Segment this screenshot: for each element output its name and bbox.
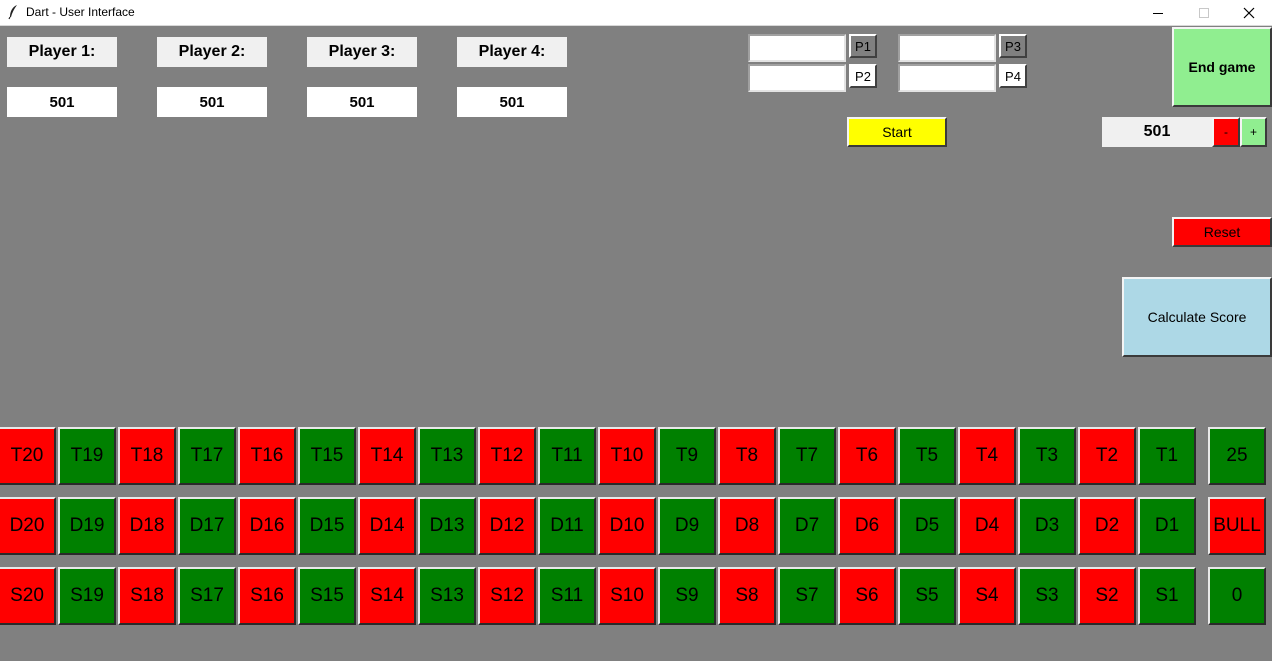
triple-t9-button[interactable]: T9 (658, 427, 716, 485)
single-s2-button[interactable]: S2 (1078, 567, 1136, 625)
single-s3-button[interactable]: S3 (1018, 567, 1076, 625)
triple-t15-button[interactable]: T15 (298, 427, 356, 485)
player-2-name-input[interactable] (748, 64, 846, 92)
single-s7-button[interactable]: S7 (778, 567, 836, 625)
double-d17-button[interactable]: D17 (178, 497, 236, 555)
single-s12-button[interactable]: S12 (478, 567, 536, 625)
player-4-label: Player 4: (457, 37, 567, 67)
player-4-name-input[interactable] (898, 64, 996, 92)
player-1-score: 501 (7, 87, 117, 117)
player-1-name-input[interactable] (748, 34, 846, 62)
calculate-score-button[interactable]: Calculate Score (1122, 277, 1272, 357)
player-2-score: 501 (157, 87, 267, 117)
player-2-label: Player 2: (157, 37, 267, 67)
triple-t6-button[interactable]: T6 (838, 427, 896, 485)
close-button[interactable] (1226, 0, 1272, 25)
triple-t7-button[interactable]: T7 (778, 427, 836, 485)
start-score-display: 501 (1102, 117, 1212, 147)
player-1-label: Player 1: (7, 37, 117, 67)
maximize-icon (1199, 7, 1209, 18)
double-d3-button[interactable]: D3 (1018, 497, 1076, 555)
triple-t10-button[interactable]: T10 (598, 427, 656, 485)
single-s6-button[interactable]: S6 (838, 567, 896, 625)
double-d1-button[interactable]: D1 (1138, 497, 1196, 555)
bull-button[interactable]: BULL (1208, 497, 1266, 555)
single-s10-button[interactable]: S10 (598, 567, 656, 625)
increase-score-button[interactable]: + (1240, 117, 1267, 147)
triple-t18-button[interactable]: T18 (118, 427, 176, 485)
decrease-score-button[interactable]: - (1212, 117, 1240, 147)
end-game-button[interactable]: End game (1172, 27, 1272, 107)
minimize-button[interactable] (1135, 0, 1181, 25)
double-d4-button[interactable]: D4 (958, 497, 1016, 555)
p4-button[interactable]: P4 (999, 64, 1027, 88)
double-d9-button[interactable]: D9 (658, 497, 716, 555)
triple-t1-button[interactable]: T1 (1138, 427, 1196, 485)
single-s18-button[interactable]: S18 (118, 567, 176, 625)
player-3-score: 501 (307, 87, 417, 117)
minimize-icon (1153, 12, 1163, 14)
double-d19-button[interactable]: D19 (58, 497, 116, 555)
triple-t11-button[interactable]: T11 (538, 427, 596, 485)
single-s20-button[interactable]: S20 (0, 567, 56, 625)
triple-t14-button[interactable]: T14 (358, 427, 416, 485)
close-icon (1243, 7, 1255, 18)
player-3-name-input[interactable] (898, 34, 996, 62)
double-d18-button[interactable]: D18 (118, 497, 176, 555)
triple-t12-button[interactable]: T12 (478, 427, 536, 485)
reset-button[interactable]: Reset (1172, 217, 1272, 247)
double-d15-button[interactable]: D15 (298, 497, 356, 555)
single-s9-button[interactable]: S9 (658, 567, 716, 625)
double-d13-button[interactable]: D13 (418, 497, 476, 555)
single-s16-button[interactable]: S16 (238, 567, 296, 625)
single-s13-button[interactable]: S13 (418, 567, 476, 625)
triple-t13-button[interactable]: T13 (418, 427, 476, 485)
triple-t8-button[interactable]: T8 (718, 427, 776, 485)
single-s15-button[interactable]: S15 (298, 567, 356, 625)
double-d20-button[interactable]: D20 (0, 497, 56, 555)
double-d2-button[interactable]: D2 (1078, 497, 1136, 555)
single-s11-button[interactable]: S11 (538, 567, 596, 625)
double-d6-button[interactable]: D6 (838, 497, 896, 555)
single-s8-button[interactable]: S8 (718, 567, 776, 625)
single-s4-button[interactable]: S4 (958, 567, 1016, 625)
single-s14-button[interactable]: S14 (358, 567, 416, 625)
triple-t16-button[interactable]: T16 (238, 427, 296, 485)
double-d11-button[interactable]: D11 (538, 497, 596, 555)
double-d10-button[interactable]: D10 (598, 497, 656, 555)
player-4-score: 501 (457, 87, 567, 117)
single-s1-button[interactable]: S1 (1138, 567, 1196, 625)
double-d14-button[interactable]: D14 (358, 497, 416, 555)
double-d5-button[interactable]: D5 (898, 497, 956, 555)
window-title: Dart - User Interface (26, 5, 135, 19)
triple-t19-button[interactable]: T19 (58, 427, 116, 485)
triple-t3-button[interactable]: T3 (1018, 427, 1076, 485)
triple-t4-button[interactable]: T4 (958, 427, 1016, 485)
single-s17-button[interactable]: S17 (178, 567, 236, 625)
title-bar: Dart - User Interface (0, 0, 1272, 26)
single-s5-button[interactable]: S5 (898, 567, 956, 625)
p2-button[interactable]: P2 (849, 64, 877, 88)
double-d8-button[interactable]: D8 (718, 497, 776, 555)
double-d12-button[interactable]: D12 (478, 497, 536, 555)
triple-t2-button[interactable]: T2 (1078, 427, 1136, 485)
start-button[interactable]: Start (847, 117, 947, 147)
maximize-button[interactable] (1181, 0, 1227, 25)
single-s19-button[interactable]: S19 (58, 567, 116, 625)
p3-button[interactable]: P3 (999, 34, 1027, 58)
triple-t17-button[interactable]: T17 (178, 427, 236, 485)
triple-t5-button[interactable]: T5 (898, 427, 956, 485)
double-d7-button[interactable]: D7 (778, 497, 836, 555)
outer-bull-25-button[interactable]: 25 (1208, 427, 1266, 485)
triple-t20-button[interactable]: T20 (0, 427, 56, 485)
player-3-label: Player 3: (307, 37, 417, 67)
double-d16-button[interactable]: D16 (238, 497, 296, 555)
miss-0-button[interactable]: 0 (1208, 567, 1266, 625)
feather-icon (6, 4, 22, 20)
p1-button[interactable]: P1 (849, 34, 877, 58)
